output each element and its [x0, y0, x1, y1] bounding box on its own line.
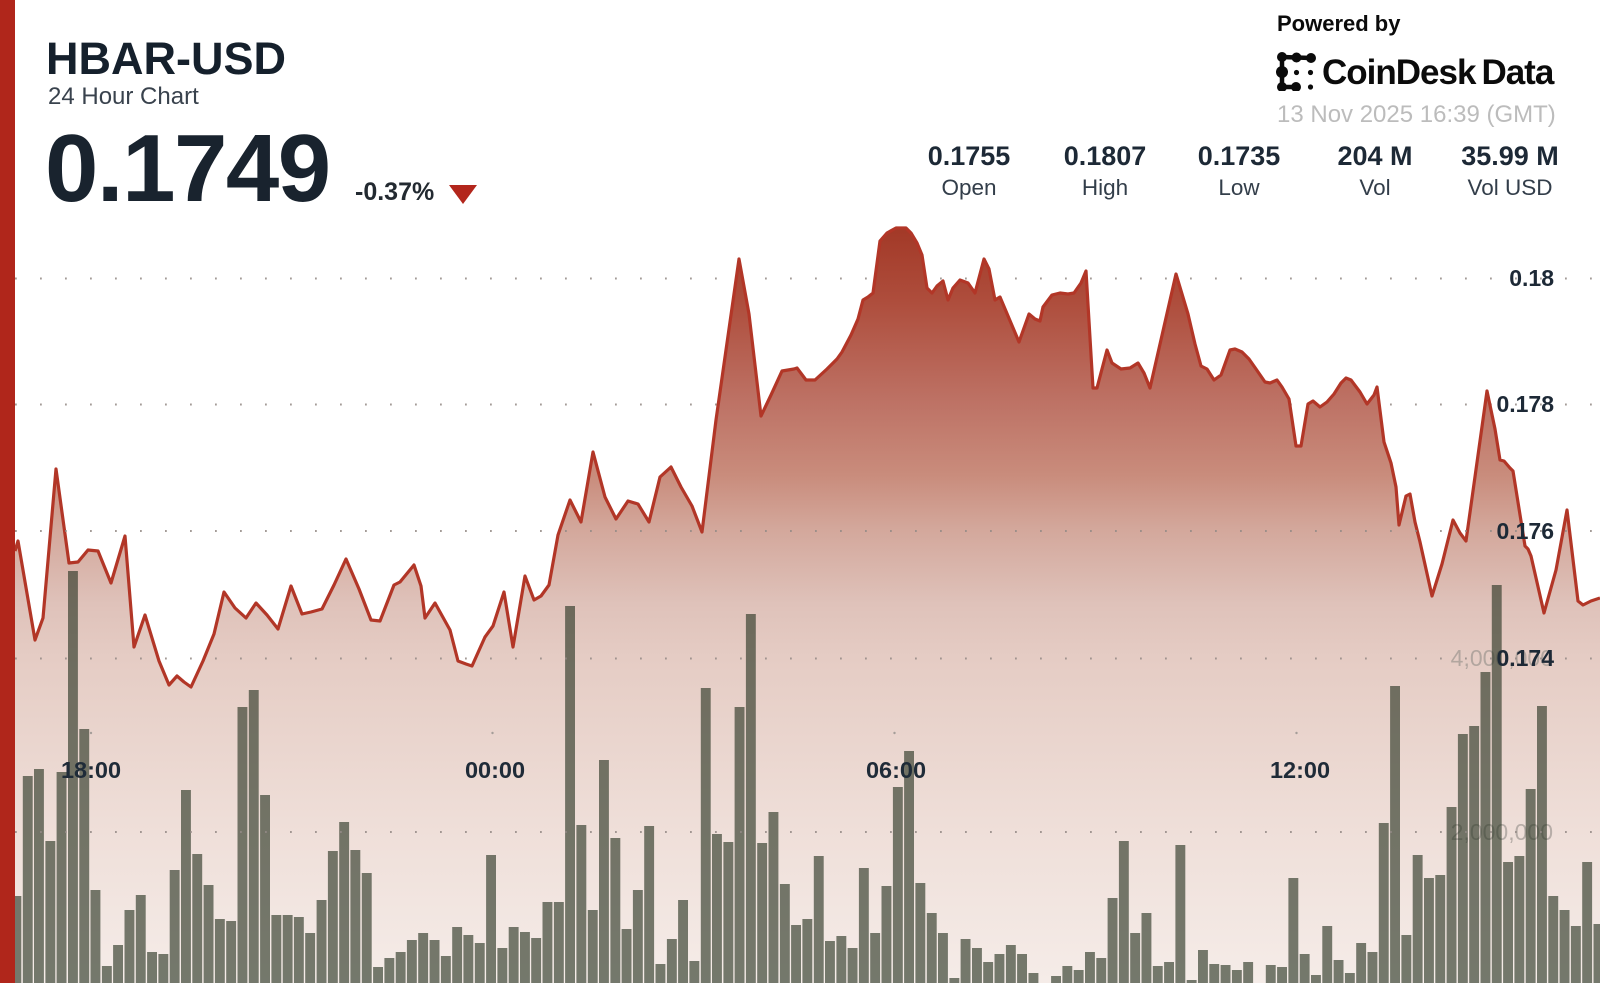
svg-text:06:00: 06:00: [866, 757, 926, 783]
svg-text:0.178: 0.178: [1496, 391, 1554, 417]
svg-text:12:00: 12:00: [1270, 757, 1330, 783]
svg-text:4,000,000: 4,000,000: [1451, 645, 1553, 671]
svg-text:0.18: 0.18: [1509, 265, 1554, 291]
svg-text:18:00: 18:00: [61, 757, 121, 783]
svg-text:0.174: 0.174: [1496, 645, 1554, 671]
svg-text:00:00: 00:00: [465, 757, 525, 783]
svg-text:0.176: 0.176: [1496, 518, 1554, 544]
